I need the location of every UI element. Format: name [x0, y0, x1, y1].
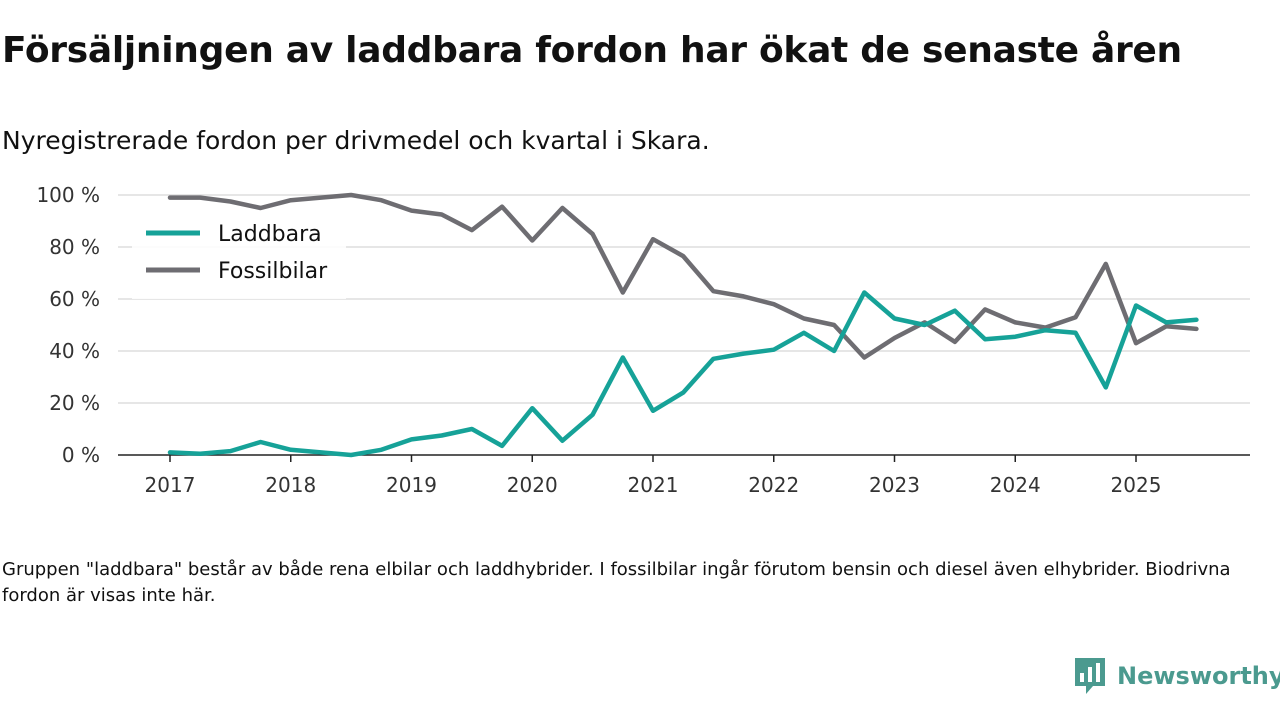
x-tick-label: 2020: [507, 473, 558, 497]
brand-logo: Newsworthy: [1073, 656, 1280, 696]
y-tick-label: 100 %: [36, 183, 100, 207]
y-axis-ticks: 0 % 20 % 40 % 60 % 80 % 100 %: [36, 183, 100, 467]
series-line-fossilbilar: [167, 192, 1199, 360]
chart-title: Försäljningen av laddbara fordon har öka…: [2, 30, 1182, 71]
x-tick-label: 2022: [748, 473, 799, 497]
chart-subtitle: Nyregistrerade fordon per drivmedel och …: [2, 126, 710, 155]
legend-label-fossilbilar: Fossilbilar: [218, 259, 328, 284]
x-tick-label: 2025: [1111, 473, 1162, 497]
y-tick-label: 40 %: [49, 339, 100, 363]
x-tick-label: 2017: [145, 473, 196, 497]
y-tick-label: 20 %: [49, 391, 100, 415]
series-line-laddbara: [167, 290, 1199, 458]
x-tick-label: 2023: [869, 473, 920, 497]
x-axis-ticks: 2017 2018 2019 2020 2021 2022 2023 2024 2025: [145, 455, 1162, 497]
brand-name: Newsworthy: [1117, 662, 1280, 690]
series-lines: [167, 192, 1199, 458]
footnote: Gruppen "laddbara" består av både rena e…: [2, 559, 1231, 606]
x-tick-label: 2019: [386, 473, 437, 497]
legend: Laddbara Fossilbilar: [132, 213, 346, 299]
legend-label-laddbara: Laddbara: [218, 222, 322, 247]
line-chart: 0 % 20 % 40 % 60 % 80 % 100 % 2017 2018 2019 202…: [36, 183, 1250, 497]
x-tick-label: 2024: [990, 473, 1041, 497]
y-tick-label: 60 %: [49, 287, 100, 311]
x-tick-label: 2018: [265, 473, 316, 497]
legend-background: [132, 213, 346, 299]
y-tick-label: 0 %: [62, 443, 100, 467]
x-tick-label: 2021: [628, 473, 679, 497]
y-tick-label: 80 %: [49, 235, 100, 259]
newsworthy-logo-icon: [1075, 658, 1105, 694]
